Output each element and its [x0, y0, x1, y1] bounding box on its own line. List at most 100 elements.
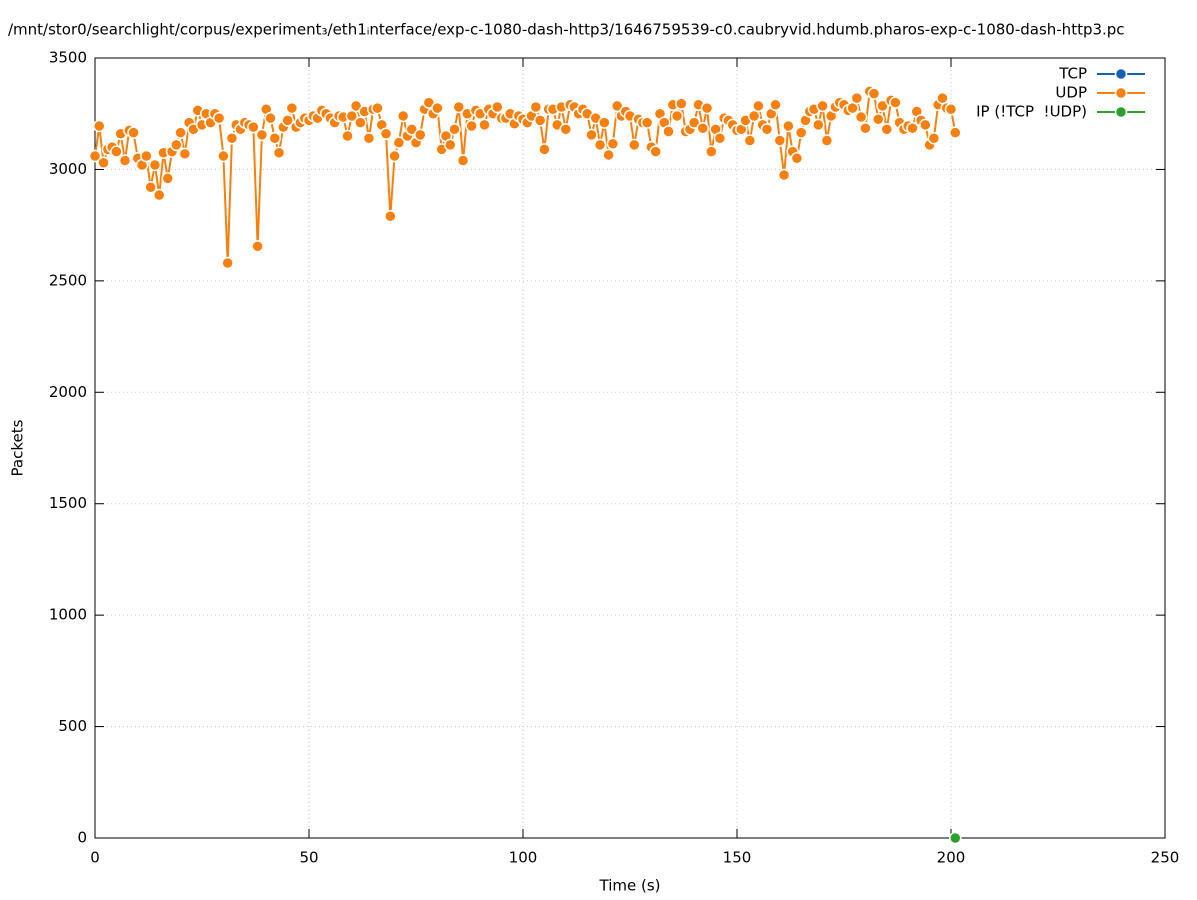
- data-point: [927, 131, 941, 145]
- data-point: [465, 119, 478, 133]
- x-tick-label: 150: [723, 849, 752, 867]
- data-point: [285, 101, 299, 115]
- data-point: [140, 149, 153, 163]
- data-point: [268, 131, 282, 145]
- data-point: [606, 137, 620, 151]
- y-tick-label: 2500: [49, 271, 87, 289]
- data-point: [371, 101, 384, 115]
- data-point: [127, 126, 140, 139]
- x-tick-label: 200: [937, 849, 966, 867]
- data-point: [264, 111, 277, 125]
- data-point: [452, 100, 466, 114]
- x-tick-label: 250: [1151, 849, 1180, 867]
- data-point: [773, 134, 787, 147]
- data-point: [384, 209, 397, 223]
- data-point: [491, 100, 504, 114]
- data-point: [662, 125, 675, 138]
- data-point: [713, 131, 727, 145]
- data-point: [529, 100, 543, 114]
- data-point: [871, 113, 885, 126]
- data-point: [255, 128, 269, 142]
- data-point: [675, 97, 688, 110]
- data-point: [422, 96, 436, 109]
- x-tick-label: 0: [90, 849, 100, 867]
- data-point: [354, 116, 367, 129]
- data-point: [212, 111, 226, 125]
- data-point: [392, 136, 406, 149]
- data-point: [687, 116, 701, 129]
- data-point: [700, 101, 714, 115]
- data-point: [362, 131, 376, 145]
- y-tick-label: 0: [77, 829, 87, 847]
- data-point: [152, 188, 166, 202]
- data-point: [533, 114, 547, 127]
- y-axis-label: Packets: [9, 419, 27, 476]
- data-point: [782, 119, 795, 133]
- data-point: [628, 138, 641, 152]
- data-point: [144, 181, 157, 194]
- data-point: [93, 119, 106, 133]
- data-point: [538, 143, 551, 156]
- data-point: [889, 96, 902, 109]
- data-point: [178, 147, 192, 161]
- data-point: [769, 98, 782, 112]
- legend-label: IP (!TCP !UDP): [976, 103, 1087, 121]
- data-point: [396, 109, 410, 123]
- legend-swatch: [1114, 67, 1128, 81]
- data-point: [118, 154, 132, 167]
- data-point: [820, 134, 834, 147]
- data-point: [919, 118, 932, 132]
- plot-border: [94, 57, 1166, 839]
- data-point: [110, 145, 123, 158]
- data-point: [443, 138, 457, 152]
- data-point: [876, 99, 889, 113]
- data-point: [251, 240, 264, 253]
- data-point: [388, 149, 401, 163]
- data-point: [640, 116, 654, 129]
- legend-swatch: [1114, 105, 1128, 119]
- legend-label: UDP: [1055, 84, 1087, 102]
- data-point: [478, 118, 491, 132]
- data-point: [859, 121, 872, 135]
- x-tick-label: 100: [509, 849, 538, 867]
- data-point: [906, 121, 919, 135]
- data-point: [148, 158, 162, 172]
- y-tick-label: 3000: [49, 160, 87, 178]
- y-tick-label: 500: [58, 717, 87, 735]
- data-point: [670, 109, 684, 123]
- data-point: [854, 110, 868, 124]
- data-point: [850, 91, 864, 105]
- data-point: [225, 131, 239, 145]
- data-point: [598, 116, 611, 129]
- legend-label: TCP: [1058, 65, 1087, 83]
- data-point: [812, 118, 825, 132]
- data-point: [760, 123, 774, 136]
- data-point: [585, 128, 598, 142]
- data-point: [349, 99, 363, 113]
- data-point: [174, 126, 187, 139]
- data-point: [743, 134, 757, 147]
- data-point: [816, 99, 829, 113]
- data-point: [949, 126, 962, 139]
- data-point: [97, 156, 110, 169]
- data-point: [431, 101, 444, 115]
- y-tick-label: 1500: [49, 494, 87, 512]
- data-point: [161, 172, 175, 185]
- data-point: [341, 129, 354, 143]
- data-point: [170, 138, 183, 152]
- data-point: [949, 831, 962, 845]
- y-tick-label: 1000: [49, 606, 87, 624]
- data-point: [944, 103, 958, 116]
- data-point: [880, 123, 894, 136]
- x-axis-label: Time (s): [599, 877, 661, 895]
- data-point: [705, 145, 718, 158]
- data-point: [414, 128, 427, 142]
- data-point: [752, 99, 765, 113]
- data-point: [247, 120, 260, 134]
- data-point: [790, 152, 804, 165]
- legend-swatch: [1114, 86, 1128, 100]
- data-point: [272, 146, 286, 159]
- data-point: [794, 126, 808, 139]
- data-point: [867, 87, 881, 100]
